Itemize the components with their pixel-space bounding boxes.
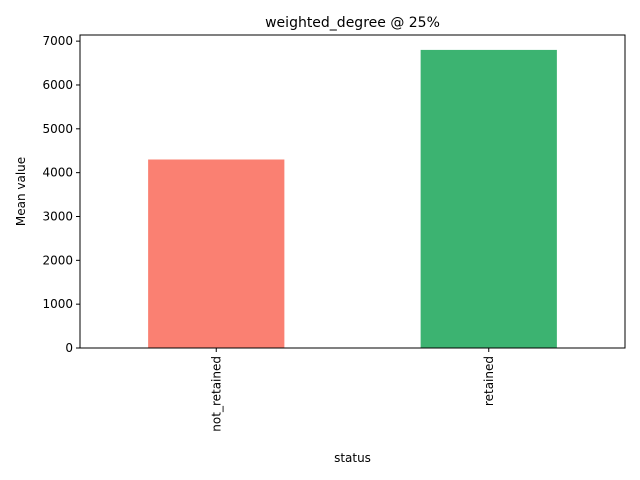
- y-tick-label: 6000: [42, 78, 73, 92]
- x-tick-label: retained: [482, 356, 496, 406]
- y-tick-label: 4000: [42, 166, 73, 180]
- y-tick-label: 2000: [42, 253, 73, 267]
- chart-title: weighted_degree @ 25%: [265, 15, 440, 31]
- bar-not-retained: [148, 159, 285, 348]
- bars-group: [148, 49, 557, 349]
- y-tick-label: 7000: [42, 34, 73, 48]
- x-axis-label: status: [334, 451, 371, 465]
- bar-retained: [420, 49, 557, 349]
- y-axis-label: Mean value: [14, 157, 28, 226]
- y-tick-label: 1000: [42, 297, 73, 311]
- x-tick-label: not_retained: [209, 356, 223, 432]
- y-tick-label: 0: [65, 341, 73, 355]
- y-axis-ticks: 0 1000 2000 3000 4000 5000 6000 7000: [42, 34, 80, 355]
- plot-frame: [79, 34, 626, 349]
- y-tick-label: 5000: [42, 122, 73, 136]
- x-axis-ticks: not_retained retained: [209, 348, 496, 432]
- y-tick-label: 3000: [42, 209, 73, 223]
